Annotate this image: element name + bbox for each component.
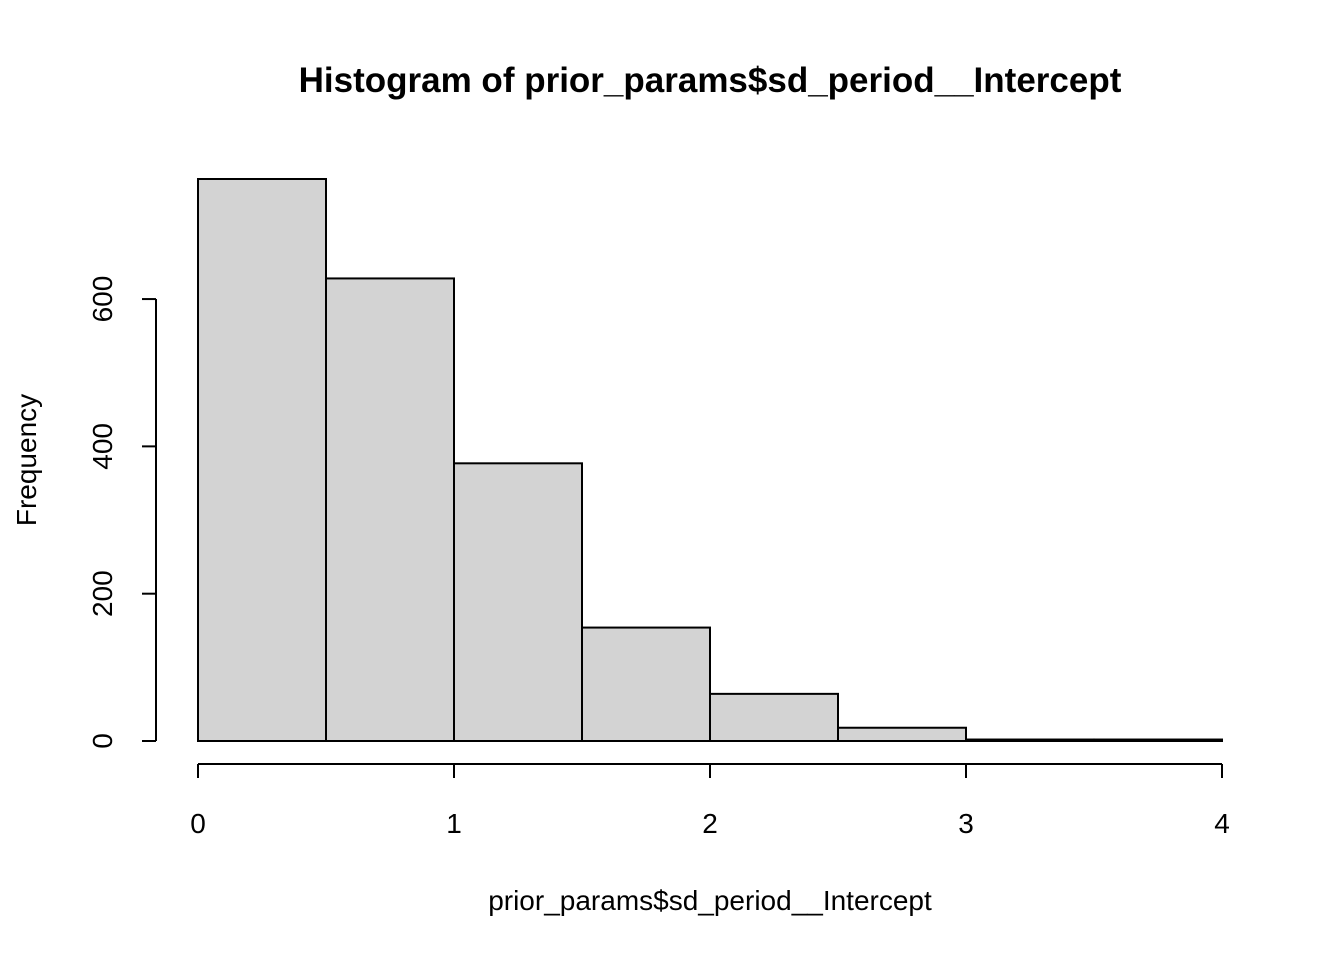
histogram-bar-5 (837, 726, 967, 743)
histogram-bar-0 (197, 178, 327, 742)
x-axis-label: prior_params$sd_period__Intercept (488, 885, 932, 916)
chart-title: Histogram of prior_params$sd_period__Int… (299, 61, 1122, 100)
histogram-bar-6 (965, 738, 1095, 742)
histogram-bar-3 (581, 626, 711, 742)
y-tick-label-0: 0 (87, 733, 118, 749)
x-tick-label-2: 2 (702, 808, 718, 839)
histogram-bar-4 (709, 692, 839, 742)
x-tick-label-0: 0 (190, 808, 206, 839)
histogram-bar-7 (1093, 738, 1223, 742)
y-axis-label: Frequency (11, 394, 42, 526)
y-axis: 0 200 400 600 (87, 276, 157, 749)
y-tick-label-1: 200 (87, 570, 118, 617)
histogram-bar-2 (453, 462, 583, 742)
histogram-bars (197, 178, 1223, 743)
y-tick-label-2: 400 (87, 423, 118, 470)
x-axis: 0 1 2 3 4 (190, 763, 1230, 839)
x-tick-label-4: 4 (1214, 808, 1230, 839)
x-tick-label-1: 1 (446, 808, 462, 839)
x-tick-label-3: 3 (958, 808, 974, 839)
histogram-bar-1 (325, 277, 455, 742)
y-tick-label-3: 600 (87, 276, 118, 323)
